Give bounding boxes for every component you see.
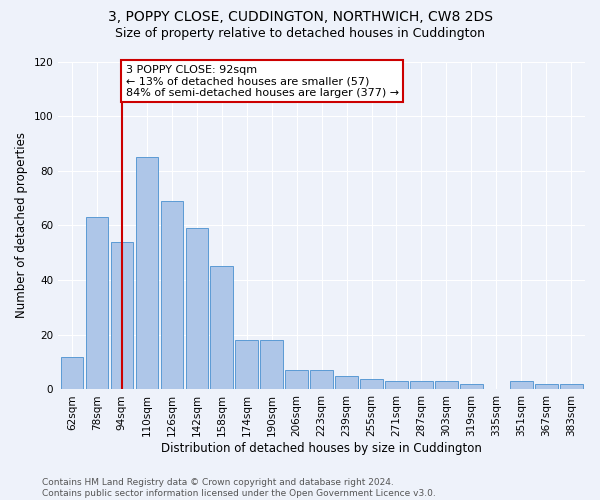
Bar bbox=[235, 340, 258, 390]
Bar bbox=[110, 242, 133, 390]
Bar bbox=[510, 382, 533, 390]
Text: Size of property relative to detached houses in Cuddington: Size of property relative to detached ho… bbox=[115, 28, 485, 40]
Bar bbox=[86, 218, 108, 390]
Text: 3 POPPY CLOSE: 92sqm
← 13% of detached houses are smaller (57)
84% of semi-detac: 3 POPPY CLOSE: 92sqm ← 13% of detached h… bbox=[125, 65, 399, 98]
Bar bbox=[335, 376, 358, 390]
Bar bbox=[560, 384, 583, 390]
Bar bbox=[410, 382, 433, 390]
Bar bbox=[360, 378, 383, 390]
Y-axis label: Number of detached properties: Number of detached properties bbox=[15, 132, 28, 318]
Bar bbox=[211, 266, 233, 390]
Bar bbox=[185, 228, 208, 390]
Bar bbox=[435, 382, 458, 390]
Bar bbox=[61, 356, 83, 390]
Bar bbox=[286, 370, 308, 390]
Bar bbox=[310, 370, 333, 390]
X-axis label: Distribution of detached houses by size in Cuddington: Distribution of detached houses by size … bbox=[161, 442, 482, 455]
Text: 3, POPPY CLOSE, CUDDINGTON, NORTHWICH, CW8 2DS: 3, POPPY CLOSE, CUDDINGTON, NORTHWICH, C… bbox=[107, 10, 493, 24]
Bar bbox=[260, 340, 283, 390]
Bar bbox=[385, 382, 408, 390]
Bar bbox=[161, 201, 183, 390]
Bar bbox=[460, 384, 482, 390]
Bar bbox=[136, 157, 158, 390]
Bar bbox=[535, 384, 557, 390]
Text: Contains HM Land Registry data © Crown copyright and database right 2024.
Contai: Contains HM Land Registry data © Crown c… bbox=[42, 478, 436, 498]
